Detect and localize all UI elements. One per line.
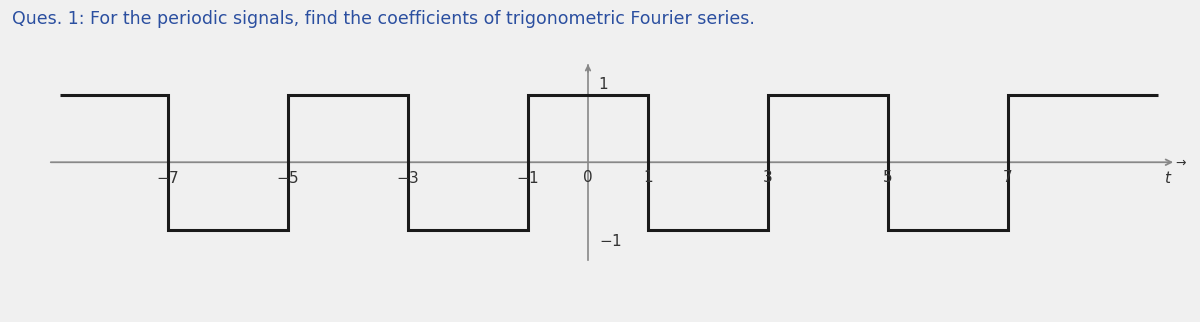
- Text: 5: 5: [883, 170, 893, 185]
- Text: 0: 0: [583, 170, 593, 185]
- Text: $-1$: $-1$: [599, 233, 622, 249]
- Text: $t$: $t$: [1164, 170, 1172, 186]
- Text: 3: 3: [763, 170, 773, 185]
- Text: Ques. 1: For the periodic signals, find the coefficients of trigonometric Fourie: Ques. 1: For the periodic signals, find …: [12, 10, 755, 28]
- Text: $-7$: $-7$: [156, 170, 180, 186]
- Text: $-3$: $-3$: [396, 170, 420, 186]
- Text: 1: 1: [643, 170, 653, 185]
- Text: $\rightarrow$: $\rightarrow$: [1174, 156, 1187, 169]
- Text: $-5$: $-5$: [276, 170, 300, 186]
- Text: $-1$: $-1$: [516, 170, 540, 186]
- Text: 7: 7: [1003, 170, 1013, 185]
- Text: 1: 1: [599, 77, 608, 91]
